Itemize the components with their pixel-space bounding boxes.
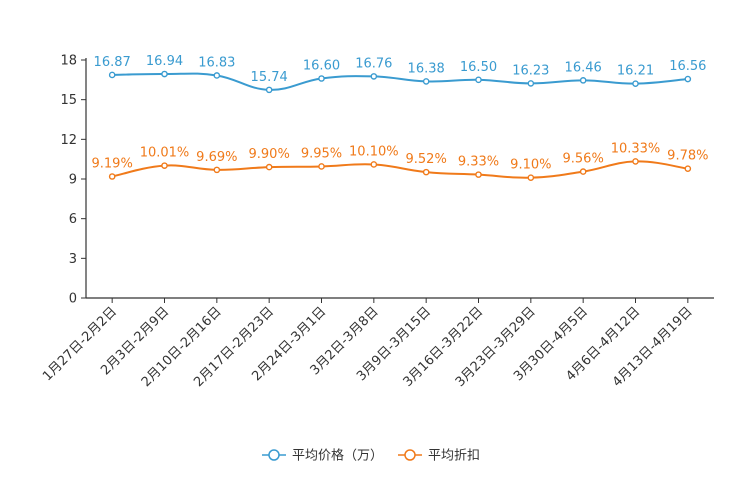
data-point xyxy=(527,174,535,181)
axes: 03691215181月27日-2月2日2月3日-2月9日2月10日-2月16日… xyxy=(40,54,714,390)
data-label: 9.90% xyxy=(249,147,290,162)
y-tick-label: 0 xyxy=(69,292,77,307)
data-label: 16.38 xyxy=(408,61,445,76)
data-point xyxy=(632,80,639,87)
data-point xyxy=(475,171,482,178)
y-tick-label: 6 xyxy=(69,212,77,227)
data-label: 15.74 xyxy=(251,70,288,85)
data-point xyxy=(265,163,273,171)
y-tick-label: 18 xyxy=(60,54,77,69)
data-label: 9.56% xyxy=(563,152,604,167)
data-label: 9.78% xyxy=(667,149,708,164)
data-point xyxy=(108,173,116,180)
legend-marker xyxy=(268,449,280,461)
data-point xyxy=(370,161,378,168)
data-point xyxy=(318,75,325,82)
data-point xyxy=(684,165,692,172)
data-label: 16.94 xyxy=(146,54,183,69)
data-point xyxy=(318,163,325,170)
data-point xyxy=(213,166,221,174)
data-point xyxy=(108,71,116,79)
data-point xyxy=(161,162,168,169)
series-line xyxy=(111,160,688,179)
data-point xyxy=(370,73,378,80)
data-label: 9.69% xyxy=(196,150,237,165)
y-tick-label: 12 xyxy=(60,133,77,148)
data-point xyxy=(475,76,482,84)
legend-item-0: 平均价格（万） xyxy=(262,448,383,464)
data-label: 16.23 xyxy=(512,63,549,78)
data-point xyxy=(684,75,692,83)
series-1: 9.19% 10.01% 9.69% 9.90% 9.95% 10.10% 9.52% 9.3… xyxy=(92,141,708,181)
series-layer: 16.87 16.94 16.83 15.74 16.60 16.76 16.38 16.50… xyxy=(92,54,708,181)
data-label: 16.83 xyxy=(198,55,235,70)
data-label: 16.21 xyxy=(617,64,654,79)
data-point xyxy=(422,78,430,85)
y-tick-label: 15 xyxy=(60,93,77,108)
data-point xyxy=(161,70,168,78)
legend: 平均价格（万） 平均折扣 xyxy=(262,448,480,464)
data-label: 16.50 xyxy=(460,60,497,75)
data-label: 10.33% xyxy=(611,141,661,156)
data-label: 9.10% xyxy=(510,158,551,173)
data-point xyxy=(579,168,587,175)
data-label: 16.56 xyxy=(669,59,706,74)
data-point xyxy=(579,77,587,84)
data-label: 16.60 xyxy=(303,59,340,74)
legend-label: 平均价格（万） xyxy=(292,448,383,464)
data-label: 9.33% xyxy=(458,155,499,170)
series-line xyxy=(112,72,688,91)
data-point xyxy=(632,158,639,165)
data-label: 16.87 xyxy=(94,55,131,70)
data-label: 9.52% xyxy=(406,152,447,167)
data-label: 16.76 xyxy=(355,56,392,71)
data-label: 16.46 xyxy=(565,60,602,75)
series-0: 16.87 16.94 16.83 15.74 16.60 16.76 16.38 16.50… xyxy=(94,54,706,94)
data-label: 10.10% xyxy=(349,144,399,159)
data-point xyxy=(265,86,273,94)
y-tick-label: 3 xyxy=(69,252,77,267)
legend-item-1: 平均折扣 xyxy=(398,449,480,464)
data-label: 9.95% xyxy=(301,146,342,161)
legend-label: 平均折扣 xyxy=(428,449,480,464)
data-label: 10.01% xyxy=(140,146,190,161)
legend-marker xyxy=(404,449,416,461)
data-point xyxy=(422,168,430,176)
data-point xyxy=(527,80,535,87)
y-tick-label: 9 xyxy=(69,173,77,188)
data-point xyxy=(213,72,221,79)
data-label: 9.19% xyxy=(92,156,133,171)
